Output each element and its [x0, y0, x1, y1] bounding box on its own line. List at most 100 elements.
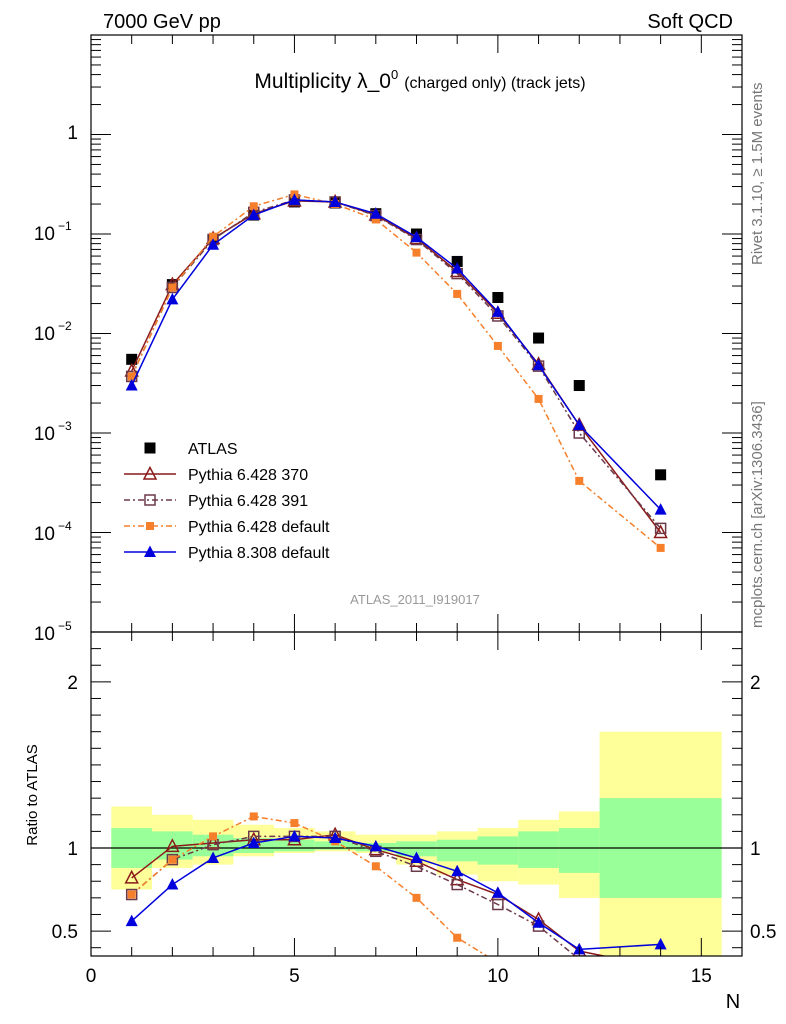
ratio-point: [124, 869, 139, 884]
ratio-point: [451, 878, 463, 891]
legend-label: Pythia 6.428 391: [188, 493, 308, 510]
legend-marker: [144, 494, 156, 506]
watermark: ATLAS_2011_I919017: [350, 592, 480, 607]
ratio-point: [127, 890, 136, 899]
ratio-point: [654, 937, 667, 950]
ratio-point: [412, 893, 421, 902]
ratio-point: [329, 831, 342, 844]
ratio-point: [125, 914, 138, 927]
data-point: [573, 418, 586, 431]
ratio-point: [168, 855, 177, 864]
data-point: [654, 503, 667, 515]
legend-label: Pythia 6.428 370: [188, 467, 308, 484]
y-tick-label-1e-4: 10: [34, 524, 55, 545]
data-point: [492, 292, 504, 304]
data-point: [371, 215, 380, 224]
data-point: [532, 358, 545, 371]
uncertainty-band-green: [518, 831, 559, 868]
legend-label: Pythia 8.308 default: [188, 545, 330, 562]
ratio-point: [371, 862, 380, 871]
uncertainty-band-green: [436, 839, 478, 862]
header-right: Soft QCD: [647, 11, 733, 33]
legend: ATLAS Pythia 6.428 370 Pythia 6.428 391 Pyt…: [124, 441, 330, 562]
data-point: [329, 195, 342, 207]
data-point: [125, 379, 138, 391]
y-tick-sup-1e-4: −4: [58, 519, 72, 533]
y-tick-label-1e-5: 10: [34, 624, 55, 645]
data-point: [453, 289, 462, 298]
legend-item-pythia-6-428-370: Pythia 6.428 370: [124, 465, 308, 484]
ratio-point: [166, 878, 179, 890]
uncertainty-band-green: [396, 841, 437, 857]
data-point: [656, 543, 665, 552]
data-point: [451, 255, 463, 267]
series-pythia-8-308-default: [125, 193, 667, 515]
main-title: Multiplicity λ_00 (charged only) (track j…: [254, 67, 585, 93]
title-sup: 0: [391, 67, 398, 82]
data-point: [247, 208, 260, 221]
series-atlas: [126, 196, 667, 481]
ratio-point: [453, 933, 462, 942]
ratio-point: [532, 916, 545, 928]
legend-label: ATLAS: [188, 441, 238, 458]
ratio-point: [491, 886, 504, 898]
x-tick-label: 10: [487, 966, 508, 987]
ratio-ylabel: Ratio to ATLAS: [24, 744, 41, 845]
legend-marker: [142, 465, 158, 480]
ratio-point: [410, 851, 423, 863]
ratio-point: [492, 898, 504, 911]
y-tick-label-1e-1: 10: [34, 224, 55, 245]
ratio-y-tick-label: 0.5: [52, 922, 78, 943]
uncertainty-band-green: [314, 841, 356, 850]
series-pythia-6-428-370: [124, 192, 668, 539]
main-frame: [90, 34, 743, 633]
data-point: [207, 238, 220, 250]
legend-item-atlas: ATLAS: [144, 441, 238, 458]
data-point: [369, 207, 382, 219]
y-tick-sup-1e-5: −5: [58, 619, 72, 633]
data-point: [654, 522, 667, 535]
ratio-y-tick-label-right: 0.5: [750, 922, 776, 943]
data-point: [249, 202, 258, 211]
x-tick-label: 0: [86, 966, 97, 987]
data-point: [166, 281, 179, 294]
legend-item-pythia-6-428-391: Pythia 6.428 391: [124, 493, 308, 510]
legend-marker: [144, 545, 156, 557]
data-point: [575, 476, 584, 485]
data-point: [573, 380, 585, 392]
data-point: [288, 193, 301, 205]
x-tick-label: 15: [691, 966, 712, 987]
uncertainty-band-green: [477, 836, 519, 865]
ratio-y-tick-label: 2: [67, 673, 78, 694]
ratio-point: [207, 851, 220, 863]
y-tick-label-1e-3: 10: [34, 424, 55, 445]
y-tick-sup-1e-3: −3: [58, 419, 72, 433]
uncertainty-band-green: [274, 839, 315, 852]
y-tick-sup-1e-2: −2: [58, 319, 72, 333]
ratio-point: [288, 829, 301, 842]
y-tick-sup-1e-1: −1: [58, 219, 72, 233]
main-panel: Multiplicity λ_00 (charged only) (track j…: [34, 34, 743, 645]
data-point: [127, 372, 136, 381]
x-axis-label: N: [726, 991, 740, 1013]
title-suffix: (charged only) (track jets): [404, 75, 585, 92]
data-point: [166, 292, 179, 305]
uncertainty-band-green: [558, 828, 600, 873]
legend-item-pythia-6-428-default: Pythia 6.428 default: [124, 519, 330, 536]
ratio-point: [165, 838, 180, 853]
ratio-point: [209, 832, 218, 841]
y-tick-label-1e-2: 10: [34, 324, 55, 345]
data-point: [410, 230, 423, 243]
ratio-frame: [90, 631, 743, 957]
ratio-point: [369, 839, 382, 852]
data-point: [126, 353, 138, 365]
header-left: 7000 GeV pp: [103, 11, 221, 33]
rivet-label: Rivet 3.1.10, ≥ 1.5M events: [749, 83, 766, 266]
ratio-panel: 0.5 0.5 1 1 2 2 0 5 10 15 Ratio to ATLAS N: [24, 631, 776, 1013]
legend-marker: [146, 522, 154, 530]
main-y-tick-labels: 10 −5 10 −4 10 −3 10 −2 10 −1 1: [34, 123, 78, 645]
data-point: [534, 394, 543, 403]
ratio-point: [247, 836, 260, 849]
ratio-point: [166, 853, 179, 866]
